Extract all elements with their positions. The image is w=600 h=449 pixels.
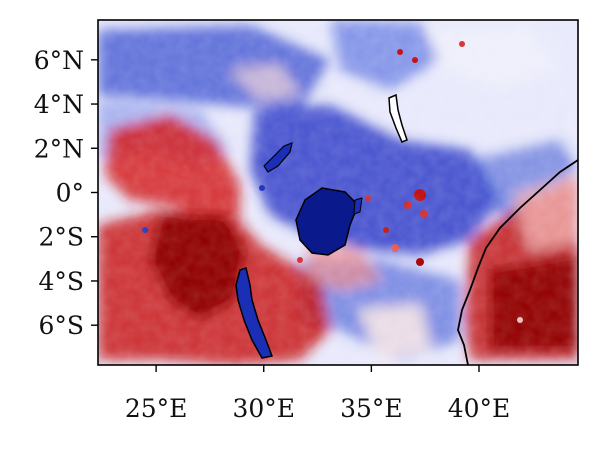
coastline xyxy=(457,159,578,365)
lake-turkana xyxy=(388,93,408,143)
y-tick-label: 6°N xyxy=(34,46,84,75)
y-tick-label: 0° xyxy=(56,179,84,208)
y-axis: 6°N 4°N 2°N 0° 2°S 4°S 6°S xyxy=(34,46,98,340)
y-tick-label: 6°S xyxy=(38,311,84,340)
lake-albert xyxy=(353,197,363,215)
x-axis: 25°E 30°E 35°E 40°E xyxy=(125,365,510,423)
lake-victoria xyxy=(295,187,359,256)
x-tick-label: 25°E xyxy=(125,394,188,423)
y-tick-label: 4°S xyxy=(38,267,84,296)
lake-kivu xyxy=(263,142,293,173)
x-tick-label: 35°E xyxy=(340,394,403,423)
lake-tanganyika xyxy=(235,267,274,359)
y-tick-label: 2°S xyxy=(38,223,84,252)
y-tick-label: 4°N xyxy=(34,90,84,119)
field-layer xyxy=(98,20,578,365)
x-tick-label: 40°E xyxy=(448,394,511,423)
y-tick-label: 2°N xyxy=(34,134,84,163)
x-tick-label: 30°E xyxy=(232,394,295,423)
